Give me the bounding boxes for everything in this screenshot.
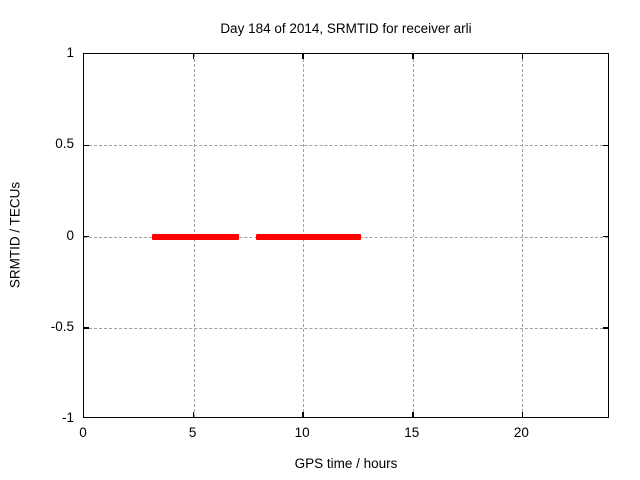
- y-tick-label: 0.5: [55, 136, 74, 152]
- x-tick-mark-bottom: [192, 412, 195, 417]
- y-tick-mark-left: [84, 235, 89, 238]
- y-tick-mark-left: [84, 144, 89, 146]
- y-tick-label: 1: [66, 45, 74, 60]
- x-tick-label: 5: [188, 425, 197, 440]
- y-tick-label: -0.5: [50, 318, 74, 334]
- x-tick-label: 0: [79, 425, 87, 440]
- x-tick-mark-top: [192, 54, 195, 59]
- x-tick-label: 10: [294, 425, 310, 440]
- y-tick-label: -1: [61, 410, 74, 425]
- y-tick-mark-right: [603, 327, 608, 329]
- y-tick-label: 0: [66, 227, 74, 243]
- y-tick-mark-right: [603, 235, 608, 238]
- x-axis-label: GPS time / hours: [294, 456, 398, 471]
- y-tick-mark-left: [84, 327, 89, 329]
- x-tick-mark-top: [302, 54, 304, 59]
- x-tick-mark-top: [521, 54, 524, 59]
- chart-title: Day 184 of 2014, SRMTID for receiver arl…: [220, 21, 472, 36]
- x-tick-label: 20: [513, 425, 529, 440]
- x-tick-label: 15: [404, 425, 420, 440]
- v-gridline: [412, 54, 414, 417]
- x-tick-mark-bottom: [302, 412, 304, 417]
- data-segment: [151, 233, 239, 240]
- x-tick-mark-bottom: [412, 412, 414, 417]
- x-tick-mark-bottom: [521, 412, 524, 417]
- x-tick-mark-top: [412, 54, 414, 59]
- y-tick-mark-right: [603, 144, 608, 146]
- data-segment: [256, 233, 362, 240]
- v-gridline: [522, 54, 524, 417]
- h-gridline: [84, 145, 608, 147]
- plot-area: [83, 53, 609, 418]
- h-gridline: [84, 327, 608, 329]
